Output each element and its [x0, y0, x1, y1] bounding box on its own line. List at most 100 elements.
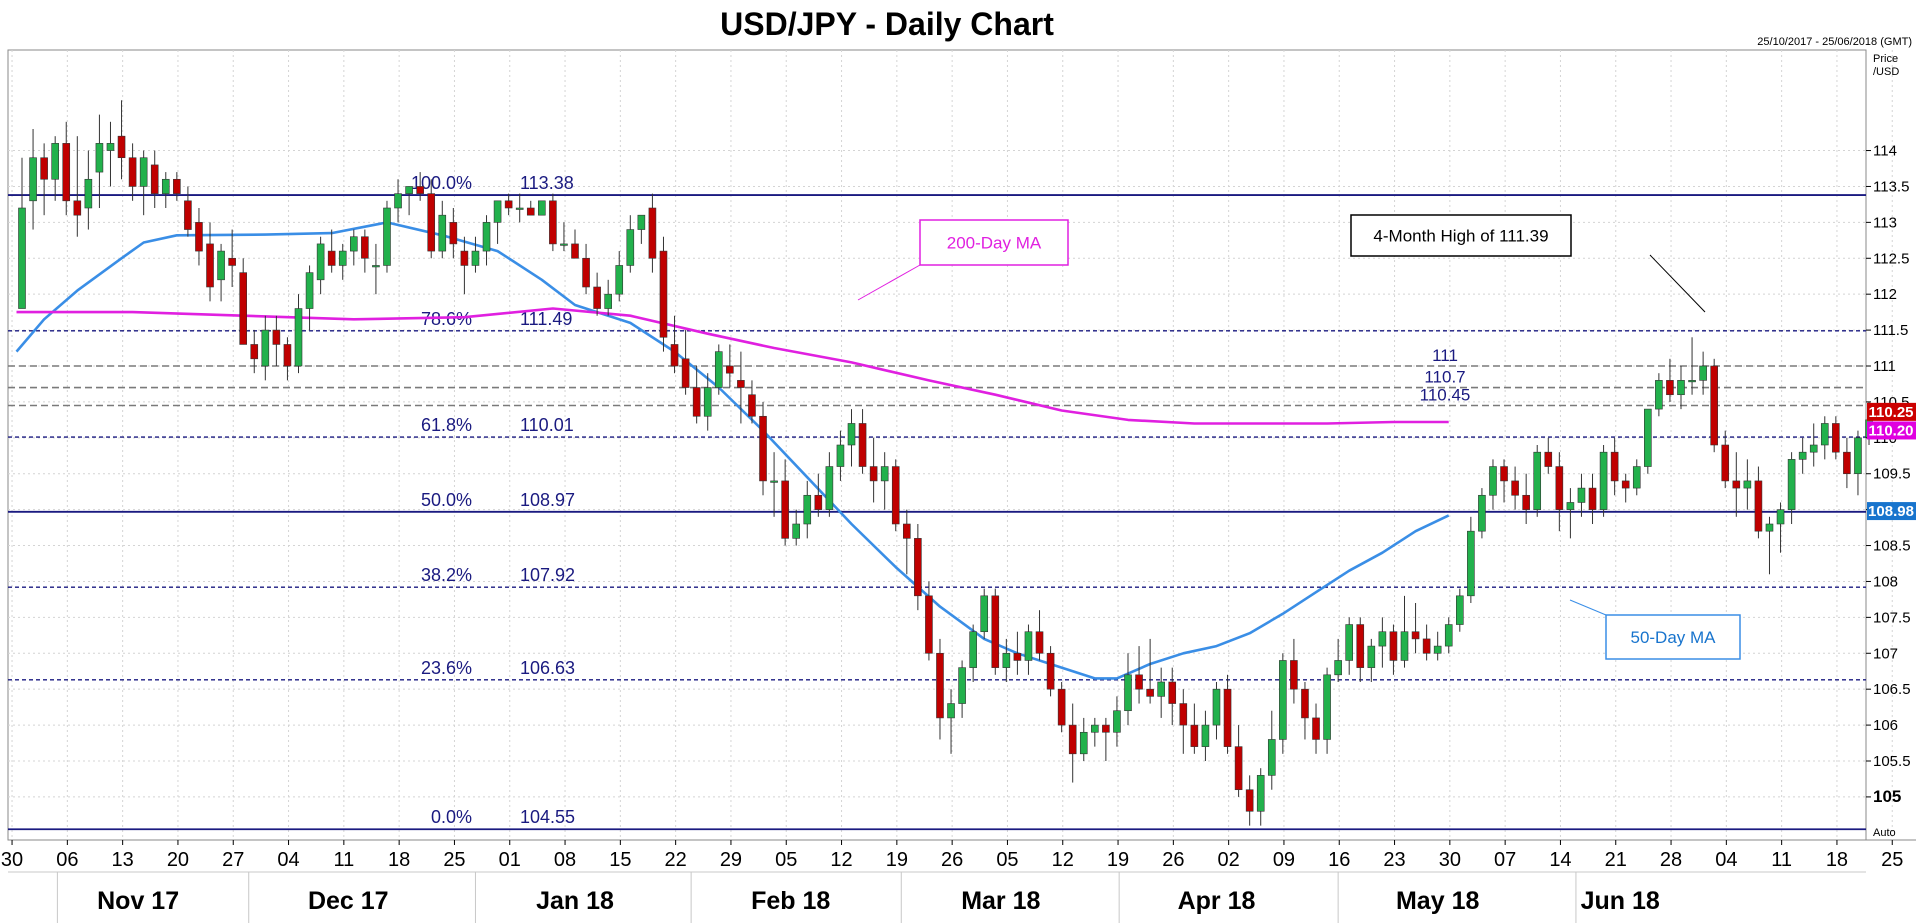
ma50-callout-box — [1605, 614, 1741, 660]
candle-body — [471, 250, 480, 266]
candle — [161, 172, 170, 208]
candle-body — [825, 466, 834, 510]
candle-body — [206, 243, 214, 288]
candle-body — [1588, 487, 1597, 510]
candle — [869, 437, 878, 503]
candle-body — [1732, 480, 1741, 489]
candle-body — [372, 265, 380, 268]
candle-body — [361, 236, 369, 259]
candle-body — [1312, 717, 1320, 740]
candle — [1444, 617, 1453, 654]
candle — [1091, 717, 1099, 747]
x-tick-label: 25 — [1881, 849, 1903, 871]
x-tick-label: 12 — [830, 849, 852, 871]
candle-body — [1765, 523, 1774, 532]
candle-body — [1444, 624, 1453, 647]
candle-body — [515, 207, 524, 210]
candle-body — [748, 394, 756, 417]
candle — [1610, 437, 1619, 496]
candle — [1843, 437, 1851, 489]
candle — [803, 480, 812, 539]
candle-body — [847, 423, 856, 446]
candle-body — [1400, 631, 1409, 661]
candle — [1743, 459, 1752, 510]
candle-body — [1776, 509, 1785, 525]
candle-body — [858, 423, 867, 467]
candle-body — [482, 222, 491, 252]
candle — [504, 193, 513, 216]
candle-body — [128, 157, 137, 187]
month-label: Jan 18 — [536, 887, 614, 915]
resistance-label: 110.7 — [1424, 368, 1465, 387]
price-badge-label: 110.20 — [1868, 422, 1913, 439]
candle-body — [1256, 775, 1265, 812]
candle-body — [349, 236, 358, 252]
candle-body — [51, 143, 59, 180]
candle — [1389, 624, 1398, 675]
candle-body — [1323, 674, 1331, 740]
candle — [1301, 682, 1309, 740]
candle — [593, 272, 601, 316]
candle — [1511, 466, 1519, 510]
candle — [95, 114, 104, 208]
candle-body — [1655, 380, 1663, 410]
candle — [1190, 703, 1199, 754]
candle — [1002, 638, 1011, 682]
candle — [1566, 488, 1575, 539]
candle — [1644, 408, 1652, 474]
candle — [1179, 689, 1188, 754]
x-tick-label: 13 — [112, 849, 134, 871]
candle-body — [703, 387, 712, 417]
candle — [1776, 502, 1785, 553]
candle — [1699, 351, 1707, 395]
candle — [173, 172, 181, 201]
candle — [582, 243, 590, 295]
fib-percent-label: 0.0% — [431, 807, 472, 827]
high-callout: 4-Month High of 111.39 — [1350, 214, 1572, 257]
candle — [1655, 373, 1663, 417]
x-tick-label: 18 — [1826, 849, 1848, 871]
candle-body — [560, 243, 568, 246]
candle — [1378, 617, 1387, 668]
candle-body — [770, 480, 778, 483]
candle — [493, 200, 502, 244]
candle-body — [737, 380, 745, 388]
date-range-label: 25/10/2017 - 25/06/2018 (GMT) — [1757, 36, 1912, 48]
candle — [1621, 473, 1630, 503]
candle — [1489, 459, 1497, 510]
x-tick-label: 26 — [1162, 849, 1184, 871]
candle-body — [1234, 746, 1243, 791]
candle — [294, 294, 303, 374]
fib-percent-label: 100.0% — [411, 173, 472, 193]
candle — [626, 215, 635, 273]
y-tick-label: 108.5 — [1873, 538, 1911, 555]
candle-body — [40, 157, 48, 180]
candle — [117, 100, 126, 180]
candle — [792, 509, 801, 546]
candle — [1478, 488, 1486, 539]
candle — [1146, 638, 1154, 704]
candle — [836, 430, 845, 481]
candle-body — [549, 200, 557, 245]
candle-body — [670, 344, 679, 367]
candle — [195, 208, 203, 266]
price-unit-label: Price/USD — [1873, 53, 1899, 78]
x-tick-label: 05 — [775, 849, 797, 871]
ma50-callout-leader — [1569, 599, 1607, 616]
candle — [659, 236, 668, 352]
fib-percent-label: 23.6% — [421, 658, 472, 678]
candle-body — [73, 200, 82, 216]
x-tick-label: 04 — [277, 849, 299, 871]
candle-body — [692, 387, 701, 417]
candle — [781, 459, 789, 546]
ma200-callout-text: 200-Day MA — [947, 234, 1042, 253]
candle-body — [327, 250, 336, 266]
y-tick-label: 113 — [1873, 214, 1897, 231]
candle — [1013, 631, 1022, 675]
candle-body — [958, 667, 966, 704]
candle-body — [1290, 660, 1298, 690]
x-tick-label: 19 — [886, 849, 908, 871]
fib-percent-label: 61.8% — [421, 415, 472, 435]
candle — [128, 143, 137, 201]
candle-body — [1057, 688, 1066, 726]
